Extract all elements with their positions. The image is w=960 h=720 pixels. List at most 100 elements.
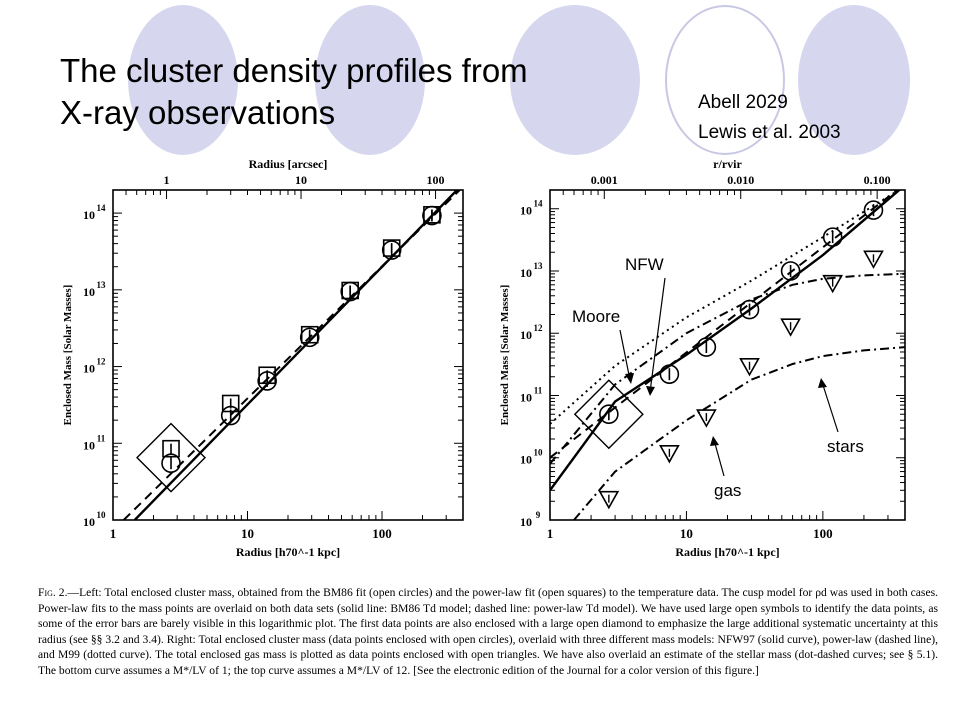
data-point-circle: [599, 404, 619, 425]
data-point-square: [258, 366, 276, 385]
data-point-circle: [696, 337, 717, 357]
data-point-circle: [822, 227, 843, 247]
y-tick-label: 10: [520, 390, 532, 404]
moore-arrow: [619, 329, 631, 381]
data-point-square: [221, 394, 240, 413]
top-x-tick-label: 0.100: [864, 173, 891, 187]
y-tick-label: 10: [520, 453, 532, 467]
gas-label: gas: [714, 481, 741, 500]
decorative-circle: [128, 5, 238, 155]
model-line-dotted: [550, 190, 901, 425]
top-x-tick-label: 0.001: [591, 173, 618, 187]
moore-label: Moore: [572, 307, 620, 326]
data-point-square: [300, 325, 319, 344]
y-tick-label: 10: [83, 515, 95, 529]
data-point-circle: [739, 299, 760, 320]
data-point-circle: [863, 200, 884, 220]
x-tick-label: 100: [813, 526, 833, 541]
stars-arrow: [821, 381, 839, 433]
model-line-dashdot: [550, 272, 905, 465]
model-line-dashdot: [573, 346, 905, 520]
nfw-arrowhead: [646, 386, 655, 396]
y-axis-title: Enclosed Mass [Solar Masses]: [62, 285, 74, 426]
citation-line-1: Abell 2029: [698, 92, 788, 113]
y-axis-title: Enclosed Mass [Solar Masses]: [499, 285, 511, 426]
x-tick-label: 10: [241, 526, 254, 541]
data-point-square: [162, 439, 180, 458]
plot-frame: [549, 189, 906, 521]
data-point-circle: [161, 453, 181, 473]
x-tick-label: 10: [680, 526, 693, 541]
decorative-circle: [798, 5, 910, 155]
y-tick-exponent: 9: [536, 510, 541, 520]
model-line-solid: [133, 190, 459, 520]
slide-title-line-1: The cluster density profiles from: [60, 52, 528, 89]
y-tick-exponent: 12: [534, 323, 544, 333]
caption-label: Fig. 2.: [38, 586, 68, 599]
top-x-tick-label: 100: [427, 173, 445, 187]
data-point-square: [341, 281, 359, 300]
x-axis-title: Radius [h70^-1 kpc]: [675, 545, 779, 559]
caption-text: —Left: Total enclosed cluster mass, obta…: [38, 586, 938, 677]
data-point-triangle: [780, 318, 801, 337]
nfw-arrow: [649, 277, 666, 393]
top-x-tick-label: 10: [295, 173, 307, 187]
data-point-triangle: [822, 274, 844, 294]
y-tick-exponent: 14: [534, 199, 544, 209]
gas-arrowhead: [710, 436, 719, 446]
decorative-circle: [315, 5, 425, 155]
nfw-label: NFW: [625, 255, 664, 274]
slide-title-line-2: X-ray observations: [60, 94, 336, 131]
y-tick-exponent: 10: [534, 448, 544, 458]
y-tick-label: 10: [520, 266, 532, 280]
y-tick-exponent: 13: [534, 261, 544, 271]
top-x-axis-title: r/rvir: [713, 157, 742, 171]
slide-title: The cluster density profiles from X-ray …: [60, 50, 660, 134]
x-tick-label: 1: [547, 526, 554, 541]
citation: Abell 2029 Lewis et al. 2003: [698, 88, 841, 148]
y-tick-exponent: 14: [97, 203, 107, 213]
x-tick-label: 1: [110, 526, 117, 541]
y-tick-label: 10: [520, 204, 532, 218]
top-x-axis-title: Radius [arcsec]: [249, 157, 328, 171]
y-tick-label: 10: [520, 328, 532, 342]
figure-caption: Fig. 2.—Left: Total enclosed cluster mas…: [38, 585, 938, 678]
data-point-circle: [381, 240, 402, 260]
data-point-triangle: [598, 490, 620, 510]
decorative-circle: [510, 5, 640, 155]
y-tick-exponent: 10: [97, 510, 107, 520]
y-tick-label: 10: [520, 515, 532, 529]
y-tick-exponent: 12: [97, 357, 107, 367]
data-point-square: [423, 206, 441, 224]
y-tick-label: 10: [83, 362, 95, 376]
data-point-square: [382, 239, 401, 257]
gas-arrow: [713, 439, 725, 477]
x-axis-title: Radius [h70^-1 kpc]: [236, 545, 340, 559]
top-x-tick-label: 0.010: [727, 173, 754, 187]
data-point-circle: [780, 261, 801, 281]
data-point-circle: [659, 364, 680, 384]
moore-arrowhead: [625, 373, 634, 384]
stars-label: stars: [827, 437, 864, 456]
diamond-marker: [573, 379, 644, 450]
y-tick-exponent: 11: [97, 433, 106, 443]
data-point-triangle: [739, 357, 760, 377]
data-point-circle: [299, 327, 320, 348]
x-tick-label: 100: [372, 526, 392, 541]
decorative-circle: [665, 5, 785, 155]
annotations: NFW Moore stars gas: [572, 255, 864, 500]
stars-arrowhead: [818, 378, 827, 388]
y-tick-exponent: 13: [97, 280, 107, 290]
data-point-triangle: [659, 445, 680, 464]
y-tick-label: 10: [83, 285, 95, 299]
data-point-triangle: [695, 409, 717, 428]
data-point-triangle: [863, 250, 884, 269]
y-tick-label: 10: [83, 208, 95, 222]
top-x-tick-label: 1: [164, 173, 170, 187]
citation-line-2: Lewis et al. 2003: [698, 122, 841, 143]
y-tick-label: 10: [83, 438, 95, 452]
diamond-marker: [136, 422, 207, 493]
